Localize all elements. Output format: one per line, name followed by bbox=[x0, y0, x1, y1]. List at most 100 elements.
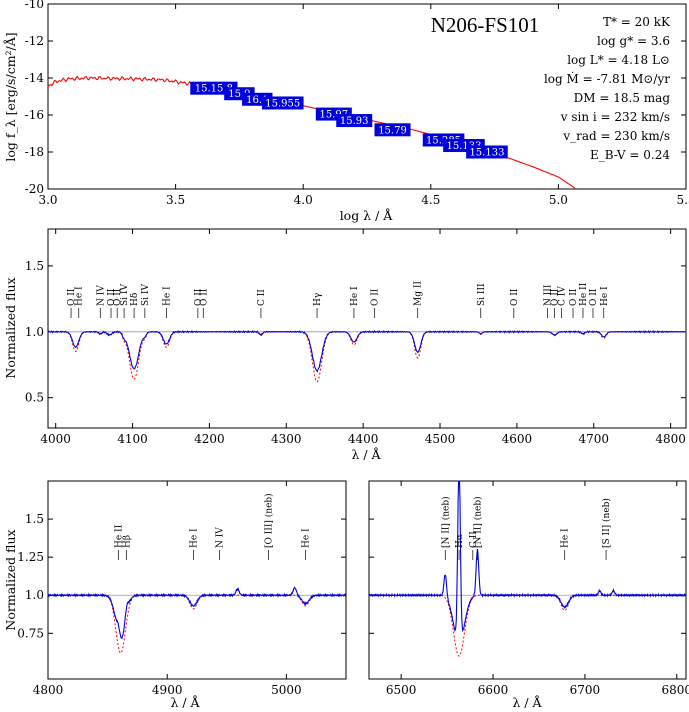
x-tick-label: 5.5 bbox=[676, 193, 689, 207]
x-tick-label: 6800 bbox=[662, 683, 689, 697]
y-tick-label: -14 bbox=[25, 71, 45, 85]
model-spectrum-line bbox=[48, 331, 686, 383]
x-tick-label: 4800 bbox=[33, 683, 64, 697]
line-id-label: [O III] (neb) bbox=[264, 493, 275, 548]
line-id-label: N IV bbox=[96, 285, 106, 306]
param-dm: DM = 18.5 mag bbox=[574, 91, 671, 105]
line-id-label: He I bbox=[350, 286, 360, 306]
line-id-label: Si III bbox=[477, 283, 487, 306]
hb-ylabel: Normalized flux bbox=[3, 529, 18, 630]
x-tick-label: 4000 bbox=[40, 432, 71, 446]
photometry-label: 15.955 bbox=[265, 98, 300, 109]
y-tick-label: -18 bbox=[25, 145, 44, 159]
line-id-label: Si IV bbox=[141, 284, 151, 306]
param-logl: log L* = 4.18 L⊙ bbox=[567, 53, 670, 67]
x-tick-label: 4400 bbox=[348, 432, 379, 446]
x-tick-label: 3.0 bbox=[38, 193, 57, 207]
line-id-label: Hδ bbox=[130, 293, 140, 306]
model-sed-line bbox=[47, 75, 576, 189]
plot-frame bbox=[368, 480, 687, 680]
param-teff: T* = 20 kK bbox=[603, 15, 671, 29]
line-id-label: O II bbox=[510, 288, 520, 306]
line-id-label: He I bbox=[561, 528, 571, 548]
plot-frame bbox=[47, 228, 687, 429]
line-id-label: Hα bbox=[455, 534, 465, 548]
photometry-box bbox=[336, 114, 373, 128]
x-tick-label: 5000 bbox=[271, 683, 302, 697]
x-tick-label: 6600 bbox=[478, 683, 509, 697]
line-id-label: [N II] (neb) bbox=[472, 496, 483, 548]
sed-panel: 3.0 3.5 4.0 4.5 5.0 5.5 -20 -18 -16 -14 -12 -10 15.1… bbox=[25, 0, 689, 207]
x-tick-label: 4500 bbox=[425, 432, 456, 446]
line-id-label: Si IV bbox=[120, 284, 130, 306]
y-tick-label: 0.75 bbox=[17, 626, 44, 640]
x-tick-label: 6500 bbox=[386, 683, 417, 697]
line-id-label: N IV bbox=[216, 527, 226, 548]
photometry-box bbox=[261, 96, 304, 110]
photometry-label: 15.133 bbox=[446, 141, 481, 152]
line-id-label: O II bbox=[551, 288, 561, 306]
y-tick-label: -20 bbox=[25, 182, 44, 196]
photometry-label: 15.15.8 bbox=[195, 84, 233, 95]
observed-spectrum-line bbox=[47, 329, 686, 373]
param-vsini: v sin i = 232 km/s bbox=[560, 110, 670, 124]
x-tick-label: 4900 bbox=[152, 683, 183, 697]
y-tick-label: 1.25 bbox=[17, 550, 44, 564]
plot-frame bbox=[47, 480, 347, 680]
photometry-box bbox=[374, 123, 411, 137]
line-id-label: He I bbox=[162, 286, 172, 306]
y-tick-label: 1.5 bbox=[25, 512, 44, 526]
sed-ylabel: log f_λ [erg/s/cm²/Å] bbox=[3, 32, 18, 161]
line-id-label: C IV bbox=[557, 286, 567, 306]
photometry-label: 15.133 bbox=[469, 148, 504, 159]
model-spectrum-line bbox=[369, 594, 686, 657]
y-tick-label: 1.0 bbox=[25, 588, 44, 602]
line-id-label: He II bbox=[114, 524, 124, 548]
photometry-label: 15.97 bbox=[320, 110, 349, 121]
y-tick-label: -12 bbox=[25, 34, 44, 48]
y-tick-label: 1.5 bbox=[25, 259, 44, 273]
line-id-label: O II bbox=[194, 288, 204, 306]
line-id-label: Mg II bbox=[414, 281, 424, 306]
ha-xlabel: λ / Å bbox=[512, 695, 542, 710]
line-id-label: O II bbox=[67, 288, 77, 306]
param-vrad: v_rad = 230 km/s bbox=[562, 129, 670, 143]
blue-xlabel: λ / Å bbox=[351, 447, 381, 462]
line-id-label: O II bbox=[199, 288, 209, 306]
photometry-label: 16.1 bbox=[246, 95, 268, 106]
line-id-label: O II bbox=[371, 288, 381, 306]
x-tick-label: 5.0 bbox=[549, 193, 568, 207]
line-id-label: C II bbox=[257, 289, 267, 306]
line-id-label: He II bbox=[579, 282, 589, 306]
x-tick-label: 4700 bbox=[578, 432, 609, 446]
photometry-box bbox=[466, 145, 508, 159]
observed-spectrum-line bbox=[368, 480, 687, 633]
line-id-label: O II bbox=[569, 288, 579, 306]
sed-xlabel: log λ / Å bbox=[340, 208, 394, 223]
line-id-label: O II bbox=[107, 288, 117, 306]
sed-title: N206-FS101 bbox=[431, 13, 540, 37]
plot-frame bbox=[47, 3, 687, 190]
halpha-spectrum-panel: 6500 6600 6700 6800[N II] (neb) Hα C II[N II]… bbox=[368, 480, 689, 697]
param-ebv: E_B-V = 0.24 bbox=[590, 148, 670, 162]
sed-parameters: T* = 20 kK log g* = 3.6 log L* = 4.18 L⊙… bbox=[544, 15, 671, 162]
photometry-label: 15.79 bbox=[378, 125, 407, 136]
model-spectrum-line bbox=[48, 594, 346, 654]
line-id-label: He I bbox=[75, 286, 85, 306]
line-id-label: Hγ bbox=[313, 293, 323, 306]
blue-ylabel: Normalized flux bbox=[3, 277, 18, 378]
photometry-label: 15.93 bbox=[340, 116, 369, 127]
x-tick-label: 4.5 bbox=[421, 193, 440, 207]
blue-spectrum-panel: 4000 4100 4200 4300 4400 4500 4600 4700 4800 0.5 1… bbox=[25, 228, 687, 446]
y-tick-label: 0.5 bbox=[25, 391, 44, 405]
observed-spectrum-line bbox=[47, 586, 347, 640]
hb-xlabel: λ / Å bbox=[170, 695, 200, 710]
line-id-label: [S II] (neb) bbox=[601, 498, 612, 548]
photometry-label: 15.9 bbox=[228, 89, 250, 100]
y-tick-label: -10 bbox=[25, 0, 44, 11]
x-tick-label: 4800 bbox=[655, 432, 686, 446]
x-tick-label: 6700 bbox=[570, 683, 601, 697]
x-tick-label: 4.0 bbox=[294, 193, 313, 207]
